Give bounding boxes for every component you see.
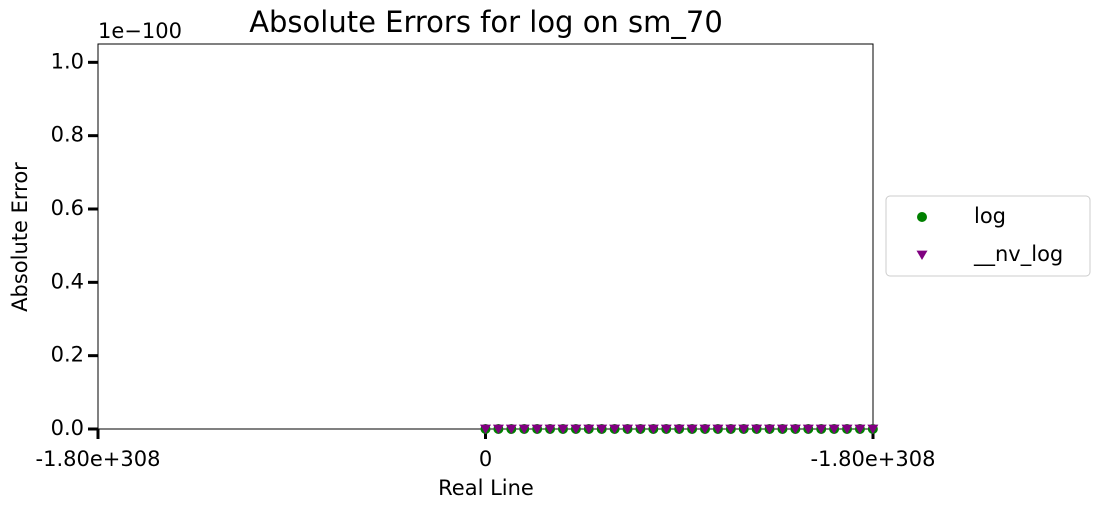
data-point xyxy=(841,424,853,434)
data-point xyxy=(828,424,840,434)
data-point xyxy=(802,424,814,434)
plot-frame xyxy=(97,43,874,430)
data-point xyxy=(505,424,517,434)
legend-marker xyxy=(917,212,927,222)
y-tick-label: 1.0 xyxy=(51,49,84,73)
data-point xyxy=(660,424,672,434)
legend-box xyxy=(885,195,1091,277)
data-point xyxy=(480,424,491,434)
data-point xyxy=(557,424,569,434)
data-point xyxy=(518,424,530,434)
data-point xyxy=(686,424,698,434)
data-point xyxy=(622,424,634,434)
data-point xyxy=(725,424,737,434)
x-axis-label: Real Line xyxy=(438,476,534,500)
data-point xyxy=(738,424,750,434)
data-point xyxy=(492,424,504,434)
y-offset-label: 1e−100 xyxy=(98,19,182,43)
data-point xyxy=(570,424,582,434)
data-point xyxy=(776,424,788,434)
legend-marker xyxy=(916,250,928,260)
legend-label: log xyxy=(974,204,1006,228)
data-point xyxy=(544,424,556,434)
y-tick-label: 0.4 xyxy=(51,269,84,293)
data-point xyxy=(751,424,763,434)
chart-title: Absolute Errors for log on sm_70 xyxy=(249,5,723,39)
data-point xyxy=(854,424,866,434)
x-tick-label: -1.80e+308 xyxy=(36,447,161,471)
data-point xyxy=(596,424,608,434)
y-tick-label: 0.0 xyxy=(51,416,84,440)
data-point xyxy=(609,424,621,434)
x-tick-label: -1.80e+308 xyxy=(811,447,936,471)
y-axis-label: Absolute Error xyxy=(8,162,32,312)
data-point xyxy=(647,424,659,434)
data-point xyxy=(699,424,711,434)
data-point xyxy=(634,424,646,434)
data-point xyxy=(673,424,685,434)
data-point xyxy=(583,424,595,434)
legend-label: __nv_log xyxy=(973,242,1063,267)
data-point xyxy=(712,424,724,434)
data-point xyxy=(764,424,776,434)
data-point xyxy=(815,424,827,434)
y-tick-label: 0.8 xyxy=(51,123,84,147)
data-point xyxy=(789,424,801,434)
x-tick-label: 0 xyxy=(479,447,492,471)
y-tick-label: 0.2 xyxy=(51,343,84,367)
data-point xyxy=(531,424,543,434)
y-tick-label: 0.6 xyxy=(51,196,84,220)
data-point xyxy=(867,424,879,434)
